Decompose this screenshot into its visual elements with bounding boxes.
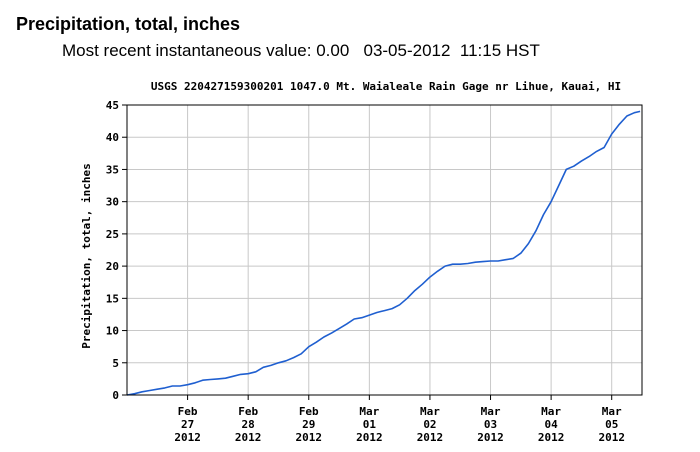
y-tick-label: 5: [112, 357, 119, 370]
y-tick-label: 20: [106, 260, 119, 273]
x-tick-label: 2012: [235, 431, 262, 444]
x-tick-label: 28: [242, 418, 255, 431]
x-tick-label: Feb: [178, 405, 198, 418]
chart-title: USGS 220427159300201 1047.0 Mt. Waialeal…: [151, 80, 621, 93]
y-tick-label: 10: [106, 325, 119, 338]
y-tick-label: 30: [106, 196, 119, 209]
x-tick-label: Mar: [602, 405, 622, 418]
axis-layer: 051015202530354045Feb272012Feb282012Feb2…: [106, 99, 625, 444]
x-tick-label: Mar: [359, 405, 379, 418]
recent-date: 03-05-2012: [363, 41, 451, 60]
page-title: Precipitation, total, inches: [16, 14, 241, 34]
x-tick-label: 2012: [477, 431, 504, 444]
y-tick-label: 40: [106, 131, 119, 144]
x-tick-label: 01: [363, 418, 377, 431]
x-tick-label: Feb: [299, 405, 319, 418]
x-tick-label: Mar: [420, 405, 440, 418]
grid-layer: [127, 105, 642, 395]
y-tick-label: 0: [112, 389, 119, 402]
x-tick-label: Mar: [481, 405, 501, 418]
x-tick-label: 29: [302, 418, 315, 431]
x-tick-label: 05: [605, 418, 618, 431]
recent-time: 11:15 HST: [459, 41, 540, 60]
x-tick-label: 2012: [296, 431, 323, 444]
x-tick-label: 2012: [174, 431, 201, 444]
x-tick-label: 2012: [417, 431, 444, 444]
recent-value-label: Most recent instantaneous value:: [62, 41, 312, 60]
y-tick-label: 15: [106, 292, 119, 305]
x-tick-label: 2012: [356, 431, 383, 444]
recent-value-line: Most recent instantaneous value: 0.00 03…: [62, 41, 540, 61]
series-line: [126, 110, 641, 396]
x-tick-label: 2012: [538, 431, 565, 444]
x-tick-label: 04: [544, 418, 558, 431]
x-tick-label: Feb: [238, 405, 258, 418]
y-axis-label: Precipitation, total, inches: [80, 163, 93, 348]
plot-frame: [126, 104, 643, 396]
x-tick-label: 02: [423, 418, 436, 431]
x-tick-label: 27: [181, 418, 194, 431]
series-layer: [126, 110, 641, 396]
y-tick-label: 45: [106, 99, 119, 112]
recent-value: 0.00: [316, 41, 350, 60]
y-tick-label: 25: [106, 228, 119, 241]
y-tick-label: 35: [106, 163, 119, 176]
x-tick-label: 03: [484, 418, 497, 431]
x-tick-label: Mar: [541, 405, 561, 418]
x-tick-label: 2012: [598, 431, 625, 444]
